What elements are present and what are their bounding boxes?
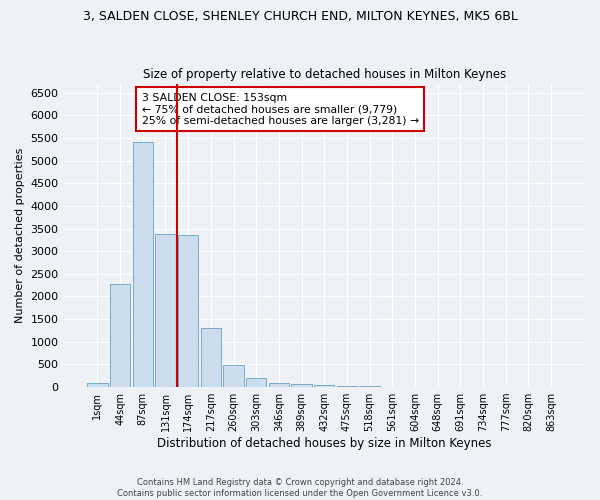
X-axis label: Distribution of detached houses by size in Milton Keynes: Distribution of detached houses by size … — [157, 437, 491, 450]
Bar — [200, 328, 221, 387]
Bar — [155, 234, 176, 387]
Text: Contains HM Land Registry data © Crown copyright and database right 2024.
Contai: Contains HM Land Registry data © Crown c… — [118, 478, 482, 498]
Text: 3 SALDEN CLOSE: 153sqm
← 75% of detached houses are smaller (9,779)
25% of semi-: 3 SALDEN CLOSE: 153sqm ← 75% of detached… — [142, 92, 419, 126]
Bar — [223, 366, 244, 387]
Bar — [87, 384, 107, 387]
Title: Size of property relative to detached houses in Milton Keynes: Size of property relative to detached ho… — [143, 68, 506, 81]
Bar — [359, 386, 380, 387]
Bar — [178, 236, 199, 387]
Bar — [110, 284, 130, 387]
Bar — [133, 142, 153, 387]
Bar — [337, 386, 357, 387]
Bar — [292, 384, 312, 387]
Text: 3, SALDEN CLOSE, SHENLEY CHURCH END, MILTON KEYNES, MK5 6BL: 3, SALDEN CLOSE, SHENLEY CHURCH END, MIL… — [83, 10, 517, 23]
Bar — [314, 386, 334, 387]
Bar — [269, 382, 289, 387]
Bar — [246, 378, 266, 387]
Y-axis label: Number of detached properties: Number of detached properties — [15, 148, 25, 323]
